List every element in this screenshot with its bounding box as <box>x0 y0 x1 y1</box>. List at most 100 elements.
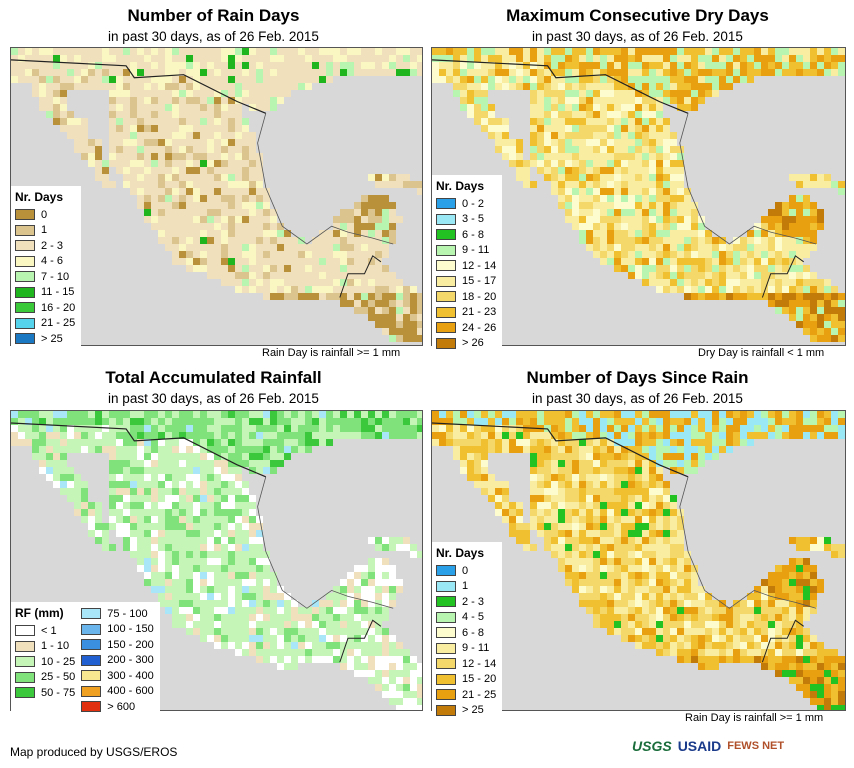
legend-entry: 100 - 150 <box>81 622 154 638</box>
legend-entry: 12 - 14 <box>436 258 496 274</box>
legend-swatch <box>15 209 35 221</box>
legend-entry: 12 - 14 <box>436 656 496 672</box>
legend-label: 7 - 10 <box>41 270 70 283</box>
legend-label: 300 - 400 <box>107 669 154 682</box>
legend-label: 150 - 200 <box>107 638 154 651</box>
legend-entry: 1 <box>436 579 496 595</box>
legend-entry: 4 - 5 <box>436 610 496 626</box>
legend-entry: 10 - 25 <box>15 654 75 670</box>
legend-entry: > 600 <box>81 699 153 715</box>
panel4-note: Rain Day is rainfall >= 1 mm <box>685 712 824 724</box>
panel3-subtitle: in past 30 days, as of 26 Feb. 2015 <box>108 391 319 406</box>
gulf-coastline <box>257 476 394 609</box>
legend-label: 200 - 300 <box>107 654 154 667</box>
legend-entry: > 25 <box>436 703 496 719</box>
legend-entry: 75 - 100 <box>81 606 153 622</box>
legend-label: 25 - 50 <box>41 671 76 684</box>
legend-label: 100 - 150 <box>107 623 154 636</box>
legend-label: > 600 <box>107 700 136 713</box>
legend-swatch <box>15 317 35 329</box>
legend-title: RF (mm) <box>15 606 64 620</box>
legend-label: 4 - 6 <box>41 255 64 268</box>
legend-swatch <box>436 306 456 318</box>
gulf-coastline <box>257 113 394 245</box>
legend-entry: 1 <box>15 223 75 239</box>
map-raster <box>432 411 845 710</box>
legend-label: 21 - 25 <box>462 688 497 701</box>
legend-swatch <box>436 322 456 334</box>
mexico-guatemala-border <box>339 619 382 663</box>
legend-entry: 2 - 3 <box>436 594 496 610</box>
legend-label: > 25 <box>462 704 484 717</box>
legend-swatch <box>436 704 456 716</box>
legend-swatch <box>436 611 456 623</box>
legend-entry: 21 - 25 <box>15 316 75 332</box>
legend-entry: 21 - 25 <box>436 687 496 703</box>
legend-swatch <box>81 701 102 713</box>
panel2-subtitle: in past 30 days, as of 26 Feb. 2015 <box>532 29 743 44</box>
legend-swatch <box>436 673 456 685</box>
legend-label: 1 <box>462 580 469 593</box>
legend-label: 15 - 20 <box>462 673 497 686</box>
legend-swatch <box>81 623 102 635</box>
legend-title: Nr. Days <box>15 190 64 204</box>
legend-label: 2 - 3 <box>41 239 64 252</box>
legend-title: Nr. Days <box>436 179 485 193</box>
legend-swatch <box>436 596 456 608</box>
legend-swatch <box>81 670 102 682</box>
legend-swatch <box>15 656 35 668</box>
panel1-note: Rain Day is rainfall >= 1 mm <box>262 347 401 359</box>
map-raster <box>432 48 845 345</box>
legend-swatch <box>436 642 456 654</box>
legend-entry: 25 - 50 <box>15 670 75 686</box>
legend-entry: 0 - 2 <box>436 196 496 212</box>
legend-label: > 25 <box>41 332 63 345</box>
legend-label: 50 - 75 <box>41 686 76 699</box>
panel2-title: Maximum Consecutive Dry Days <box>506 6 769 25</box>
legend-swatch <box>436 275 456 287</box>
legend-label: 2 - 3 <box>462 595 485 608</box>
legend-label: 6 - 8 <box>462 228 485 241</box>
legend-swatch <box>15 671 35 683</box>
map-total-rainfall <box>10 410 423 711</box>
legend-swatch <box>436 213 456 225</box>
legend-label: 9 - 11 <box>462 244 490 257</box>
panel2-note: Dry Day is rainfall < 1 mm <box>698 347 825 359</box>
legend-swatch <box>15 640 35 652</box>
legend-label: 3 - 5 <box>462 213 485 226</box>
legend-swatch <box>15 240 35 252</box>
legend-entry: 18 - 20 <box>436 289 496 305</box>
legend-dry-days: Nr. Days 0 - 2 3 - 5 6 - 8 9 - 11 12 - 14 15 -… <box>432 175 503 355</box>
legend-swatch <box>436 198 456 210</box>
legend-label: 9 - 11 <box>462 642 490 655</box>
panel1-title: Number of Rain Days <box>127 6 300 25</box>
usaid-logo: USAID <box>677 738 722 754</box>
legend-entry: 9 - 11 <box>436 243 496 259</box>
legend-label: 1 - 10 <box>41 640 70 653</box>
legend-entry: 6 - 8 <box>436 227 496 243</box>
legend-swatch <box>436 658 456 670</box>
legend-label: 4 - 5 <box>462 611 485 624</box>
legend-swatch <box>81 685 102 697</box>
legend-label: 400 - 600 <box>107 685 154 698</box>
us-mexico-border <box>11 59 267 114</box>
mexico-guatemala-border <box>761 255 804 298</box>
mexico-guatemala-border <box>339 255 382 298</box>
legend-swatch <box>436 291 456 303</box>
legend-entry: < 1 <box>15 623 75 639</box>
legend-entry: 0 <box>15 207 75 223</box>
panel3-title: Total Accumulated Rainfall <box>105 368 322 387</box>
legend-entry: 15 - 17 <box>436 274 496 290</box>
legend-entry: 4 - 6 <box>15 254 75 270</box>
legend-label: 0 <box>41 208 48 221</box>
legend-label: 21 - 23 <box>462 306 497 319</box>
legend-entry: 21 - 23 <box>436 305 496 321</box>
legend-swatch <box>436 627 456 639</box>
legend-rain-days: Nr. Days 0 1 2 - 3 4 - 6 7 - 10 11 - 15 16 - 20… <box>11 186 82 351</box>
legend-label: 12 - 14 <box>462 657 497 670</box>
gulf-coastline <box>679 113 817 245</box>
us-mexico-border <box>432 59 689 114</box>
legend-entry: 24 - 26 <box>436 320 496 336</box>
legend-entry: 7 - 10 <box>15 269 75 285</box>
us-mexico-border <box>432 422 689 478</box>
